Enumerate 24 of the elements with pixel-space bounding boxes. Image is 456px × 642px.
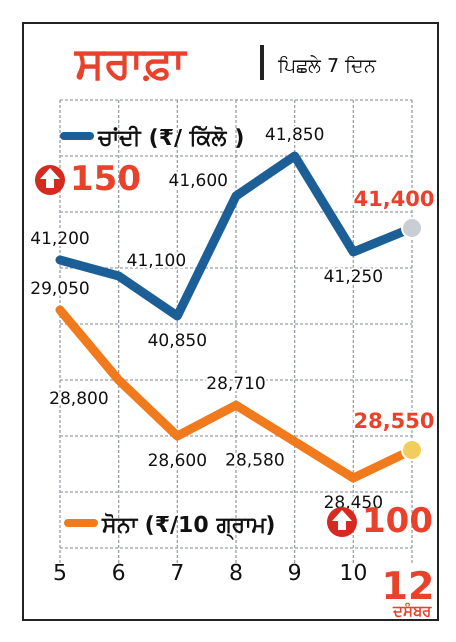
- x-tick-label: 5: [53, 561, 67, 586]
- data-label: 41,400: [353, 187, 435, 211]
- data-label: 41,200: [30, 229, 90, 249]
- data-label: 40,850: [148, 331, 208, 351]
- x-tick-label: 7: [170, 561, 184, 586]
- chart-subtitle: ਪਿਛਲੇ 7 ਦਿਨ: [277, 55, 378, 77]
- chart-title: ਸਰਾਫ਼ਾ: [74, 38, 188, 89]
- data-label: 28,600: [148, 451, 208, 471]
- x-tick-label: 6: [112, 561, 126, 586]
- annotation: 150: [70, 159, 141, 199]
- data-label: 28,710: [206, 374, 266, 394]
- data-label: 41,600: [168, 171, 228, 191]
- data-label: 41,250: [324, 267, 384, 287]
- data-label: 41,100: [126, 251, 186, 271]
- legend-label: ਸੋਨਾ (₹/10 ਗ੍ਰਾਮ): [101, 512, 276, 541]
- x-tick-label: 8: [229, 561, 243, 586]
- data-label: 29,050: [30, 279, 90, 299]
- data-label: 28,580: [225, 450, 285, 471]
- data-label: 28,800: [49, 389, 109, 409]
- x-tick-label: 9: [288, 561, 302, 586]
- x-tick-label: 10: [339, 561, 368, 586]
- legend-label: ਚਾਂਦੀ (₹/ ਕਿੱਲੋ ): [97, 125, 244, 151]
- data-label: 28,550: [353, 409, 435, 433]
- data-label: 41,850: [264, 125, 324, 145]
